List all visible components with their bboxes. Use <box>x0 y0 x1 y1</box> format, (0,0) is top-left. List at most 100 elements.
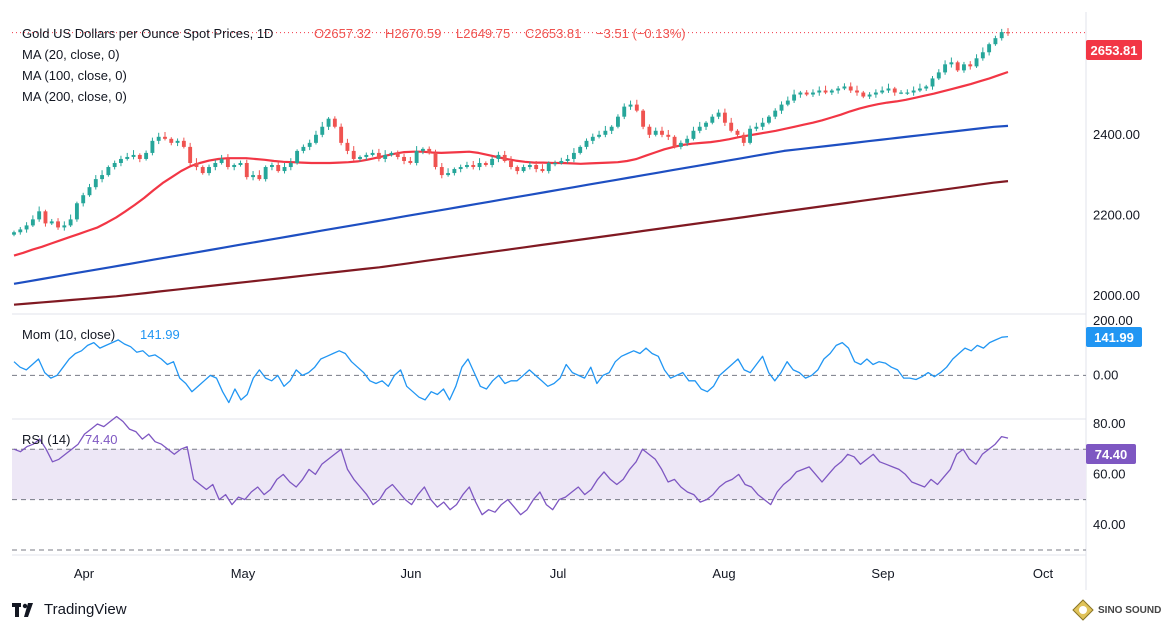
candle-body <box>641 110 646 127</box>
candle-body <box>886 88 891 91</box>
candle-body <box>565 158 570 161</box>
candle-body <box>200 167 205 174</box>
candle-body <box>62 225 67 228</box>
candle-body <box>43 211 48 224</box>
price-badge-text: 2653.81 <box>1091 43 1138 58</box>
candle-body <box>194 162 199 168</box>
candle-body <box>584 140 589 147</box>
candle-body <box>905 92 910 94</box>
pane-separators <box>12 12 1087 590</box>
candle-body <box>729 122 734 131</box>
candle-body <box>527 165 532 168</box>
candle-body <box>395 152 400 157</box>
legend-rsi-value: 74.40 <box>85 432 118 447</box>
candle-body <box>697 126 702 131</box>
candle-body <box>666 134 671 137</box>
candle-body <box>452 169 457 174</box>
legend-rsi: RSI (14) <box>22 432 70 447</box>
candle-body <box>993 38 998 45</box>
ma200-path <box>13 180 1009 306</box>
candle-body <box>515 167 520 172</box>
legend-high: H2670.59 <box>385 26 441 41</box>
candle-body <box>106 167 111 176</box>
candle-body <box>181 140 186 147</box>
month-label: Oct <box>1033 566 1054 581</box>
candle-body <box>144 152 149 159</box>
candle-body <box>546 162 551 172</box>
candle-body <box>540 169 545 172</box>
candle-body <box>207 167 211 174</box>
candle-body <box>634 104 639 111</box>
candle-body <box>496 154 501 159</box>
candle-body <box>18 229 23 233</box>
candle-body <box>150 140 155 153</box>
ma200-line <box>13 180 1009 306</box>
candle-body <box>987 44 992 53</box>
candle-body <box>314 134 318 143</box>
candle-body <box>766 116 771 123</box>
candle-body <box>232 165 237 168</box>
watermark: SINO SOUND <box>1072 599 1161 621</box>
candle-body <box>672 136 677 147</box>
candle-body <box>282 167 287 172</box>
candle-body <box>131 154 136 157</box>
candle-body <box>804 92 809 95</box>
candle-body <box>56 221 60 228</box>
candle-body <box>307 142 312 147</box>
candle-body <box>817 90 822 93</box>
mom-badge: 141.99 <box>1086 327 1142 347</box>
month-label: Jun <box>401 566 422 581</box>
candle-body <box>364 154 369 157</box>
candle-body <box>811 92 815 95</box>
candle-body <box>490 158 495 166</box>
candle-body <box>389 152 394 155</box>
candle-body <box>792 94 797 101</box>
candle-body <box>597 134 602 137</box>
legend-symbol: Gold US Dollars per Ounce Spot Prices, 1… <box>22 26 273 41</box>
price-badge: 2653.81 <box>1086 40 1142 60</box>
candle-body <box>930 78 935 87</box>
legend: Gold US Dollars per Ounce Spot Prices, 1… <box>22 26 686 447</box>
candle-body <box>704 122 708 127</box>
candle-body <box>999 32 1004 39</box>
rsi-tick-label: 80.00 <box>1093 416 1126 431</box>
candle-body <box>332 118 337 127</box>
candle-body <box>741 134 746 143</box>
candle-body <box>779 104 784 111</box>
candle-body <box>873 92 878 95</box>
candle-body <box>257 175 262 180</box>
rsi-tick-label: 40.00 <box>1093 517 1126 532</box>
candle-body <box>326 118 331 127</box>
candle-body <box>578 146 583 153</box>
month-label: May <box>231 566 256 581</box>
candle-body <box>509 160 513 168</box>
legend-ma20: MA (20, close, 0) <box>22 47 120 62</box>
candle-body <box>433 152 438 168</box>
candle-body <box>534 165 539 170</box>
rsi-path <box>13 415 1009 516</box>
candle-body <box>100 175 105 180</box>
sino-sound-logo-icon <box>1072 599 1094 621</box>
candle-body <box>628 104 633 107</box>
candle-body <box>949 62 954 65</box>
candle-body <box>502 154 507 161</box>
candle-body <box>93 179 98 188</box>
candle-body <box>622 106 627 117</box>
month-label: Aug <box>712 566 735 581</box>
candle-body <box>974 58 979 67</box>
candle-body <box>295 150 300 163</box>
candle-body <box>647 126 652 135</box>
candle-body <box>276 165 281 172</box>
candle-body <box>716 112 721 117</box>
candle-body <box>68 219 73 226</box>
tradingview-logo-icon <box>12 602 33 617</box>
tradingview-brand[interactable]: TradingView <box>12 601 127 618</box>
candle-body <box>609 126 614 131</box>
candle-body <box>855 90 859 93</box>
candle-body <box>288 162 293 168</box>
candle-body <box>685 138 690 143</box>
legend-mom: Mom (10, close) <box>22 327 115 342</box>
rsi-tick-label: 60.00 <box>1093 466 1126 481</box>
candle-body <box>87 187 92 196</box>
